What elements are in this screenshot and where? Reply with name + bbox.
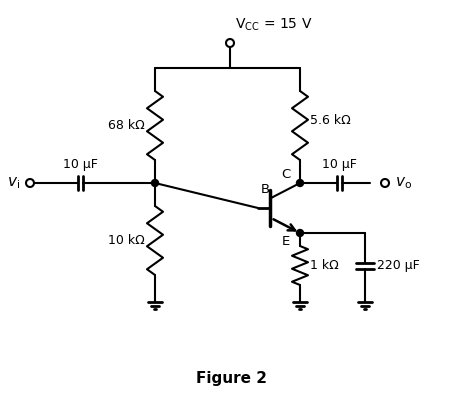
Circle shape: [381, 179, 389, 187]
Text: 5.6 kΩ: 5.6 kΩ: [310, 114, 351, 127]
Text: 68 kΩ: 68 kΩ: [108, 119, 145, 132]
Text: B: B: [261, 183, 269, 196]
Text: $\mathrm{V_{CC}}$ = 15 V: $\mathrm{V_{CC}}$ = 15 V: [235, 17, 312, 33]
Text: 10 μF: 10 μF: [62, 158, 97, 171]
Text: 10 kΩ: 10 kΩ: [108, 234, 145, 247]
Text: 1 kΩ: 1 kΩ: [310, 259, 339, 272]
Circle shape: [297, 230, 304, 236]
Text: E: E: [282, 235, 290, 248]
Circle shape: [297, 179, 304, 187]
Text: Figure 2: Figure 2: [195, 371, 267, 386]
Text: 10 μF: 10 μF: [322, 158, 357, 171]
Text: $v_\mathrm{i}$: $v_\mathrm{i}$: [7, 175, 20, 191]
Text: C: C: [281, 168, 291, 181]
Text: $v_\mathrm{o}$: $v_\mathrm{o}$: [395, 175, 412, 191]
Circle shape: [26, 179, 34, 187]
Circle shape: [152, 179, 158, 187]
Circle shape: [226, 39, 234, 47]
Text: 220 μF: 220 μF: [377, 259, 420, 272]
